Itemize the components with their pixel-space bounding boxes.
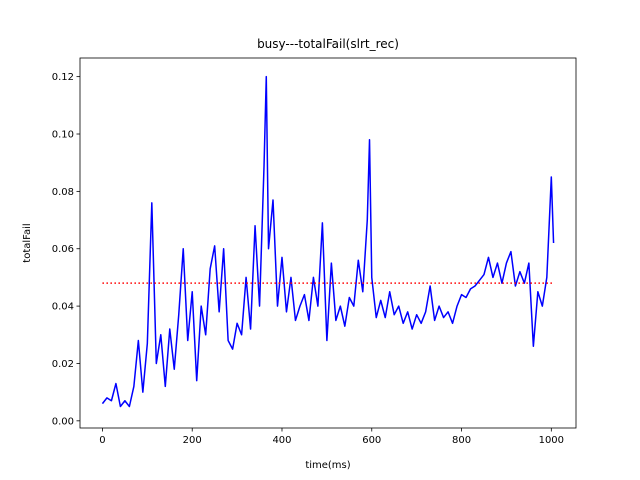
line-series <box>101 75 555 408</box>
y-tick-label: 0.00 <box>52 416 74 427</box>
y-tick-label: 0.10 <box>52 130 74 141</box>
y-tick-label: 0.02 <box>52 359 74 370</box>
x-axis-label: time(ms) <box>305 460 350 471</box>
x-tick-label: 0 <box>99 435 105 446</box>
x-tick-label: 800 <box>452 435 471 446</box>
y-axis-label: totalFail <box>22 223 33 262</box>
x-tick-label: 1000 <box>539 435 564 446</box>
y-tick-label: 0.08 <box>52 187 74 198</box>
x-tick-label: 600 <box>362 435 381 446</box>
x-tick-label: 400 <box>272 435 291 446</box>
plot-frame <box>79 57 577 429</box>
x-tick-label: 200 <box>183 435 202 446</box>
y-tick-label: 0.12 <box>52 72 74 83</box>
chart-title: busy---totalFail(slrt_rec) <box>257 37 399 51</box>
y-tick-label: 0.06 <box>52 244 74 255</box>
y-tick-label: 0.04 <box>52 302 74 313</box>
